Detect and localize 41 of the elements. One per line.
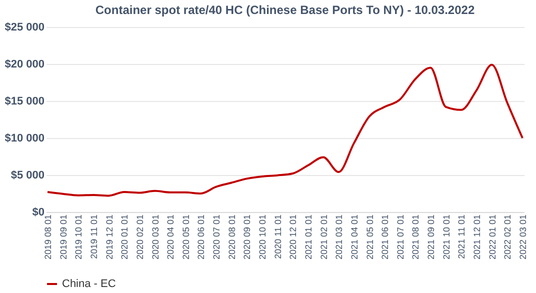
line-series — [46, 64, 524, 197]
chart-title: Container spot rate/40 HC (Chinese Base Ports To NY) - 10.03.2022 — [95, 3, 475, 17]
x-tick-label: 2020 08 01 — [226, 214, 237, 260]
x-tick-label: 2021 01 01 — [303, 214, 314, 260]
x-tick-label: 2021 09 01 — [426, 214, 436, 260]
x-tick-label: 2021 06 01 — [380, 214, 390, 260]
x-tick-label: 2021 08 01 — [410, 214, 421, 260]
y-tick-label: $10 000 — [4, 132, 44, 144]
x-tick-label: 2020 11 01 — [272, 214, 283, 259]
x-tick-label: 2019 08 01 — [43, 214, 54, 260]
x-tick-label: 2021 12 01 — [472, 214, 482, 260]
x-tick-label: 2020 09 01 — [242, 214, 252, 260]
y-tick-label: $0 — [32, 206, 44, 218]
x-tick-label: 2020 02 01 — [134, 214, 145, 260]
x-tick-label: 2020 12 01 — [288, 214, 298, 260]
x-tick-label: 2020 04 01 — [166, 214, 176, 260]
x-tick-label: 2022 01 01 — [487, 214, 498, 260]
x-tick-label: 2021 07 01 — [395, 214, 406, 260]
x-tick-label: 2019 10 01 — [74, 214, 84, 260]
x-tick-label: 2020 03 01 — [150, 214, 160, 260]
y-tick-label: $15 000 — [4, 96, 44, 108]
legend-label: China - EC — [62, 278, 116, 290]
y-tick-label: $20 000 — [4, 58, 44, 70]
x-tick-label: 2021 03 01 — [334, 214, 344, 260]
x-tick-label: 2022 02 01 — [502, 214, 513, 260]
x-tick-label: 2020 01 01 — [120, 214, 130, 260]
x-tick-label: 2019 11 01 — [88, 214, 99, 259]
y-tick-label: $5 000 — [10, 170, 44, 182]
x-tick-label: 2021 04 01 — [349, 214, 360, 260]
x-tick-label: 2020 07 01 — [212, 214, 222, 260]
x-tick-label: 2019 12 01 — [104, 214, 114, 260]
x-tick-label: 2022 03 01 — [518, 214, 528, 260]
x-tick-label: 2020 10 01 — [258, 214, 268, 260]
x-tick-label: 2020 06 01 — [196, 214, 206, 260]
x-tick-label: 2021 11 01 — [456, 214, 467, 259]
x-tick-label: 2019 09 01 — [58, 214, 68, 260]
x-tick-label: 2021 02 01 — [318, 214, 329, 260]
y-tick-label: $25 000 — [4, 22, 44, 34]
x-tick-label: 2020 05 01 — [180, 214, 191, 260]
x-tick-label: 2021 05 01 — [364, 214, 375, 260]
x-tick-label: 2021 10 01 — [441, 214, 452, 260]
